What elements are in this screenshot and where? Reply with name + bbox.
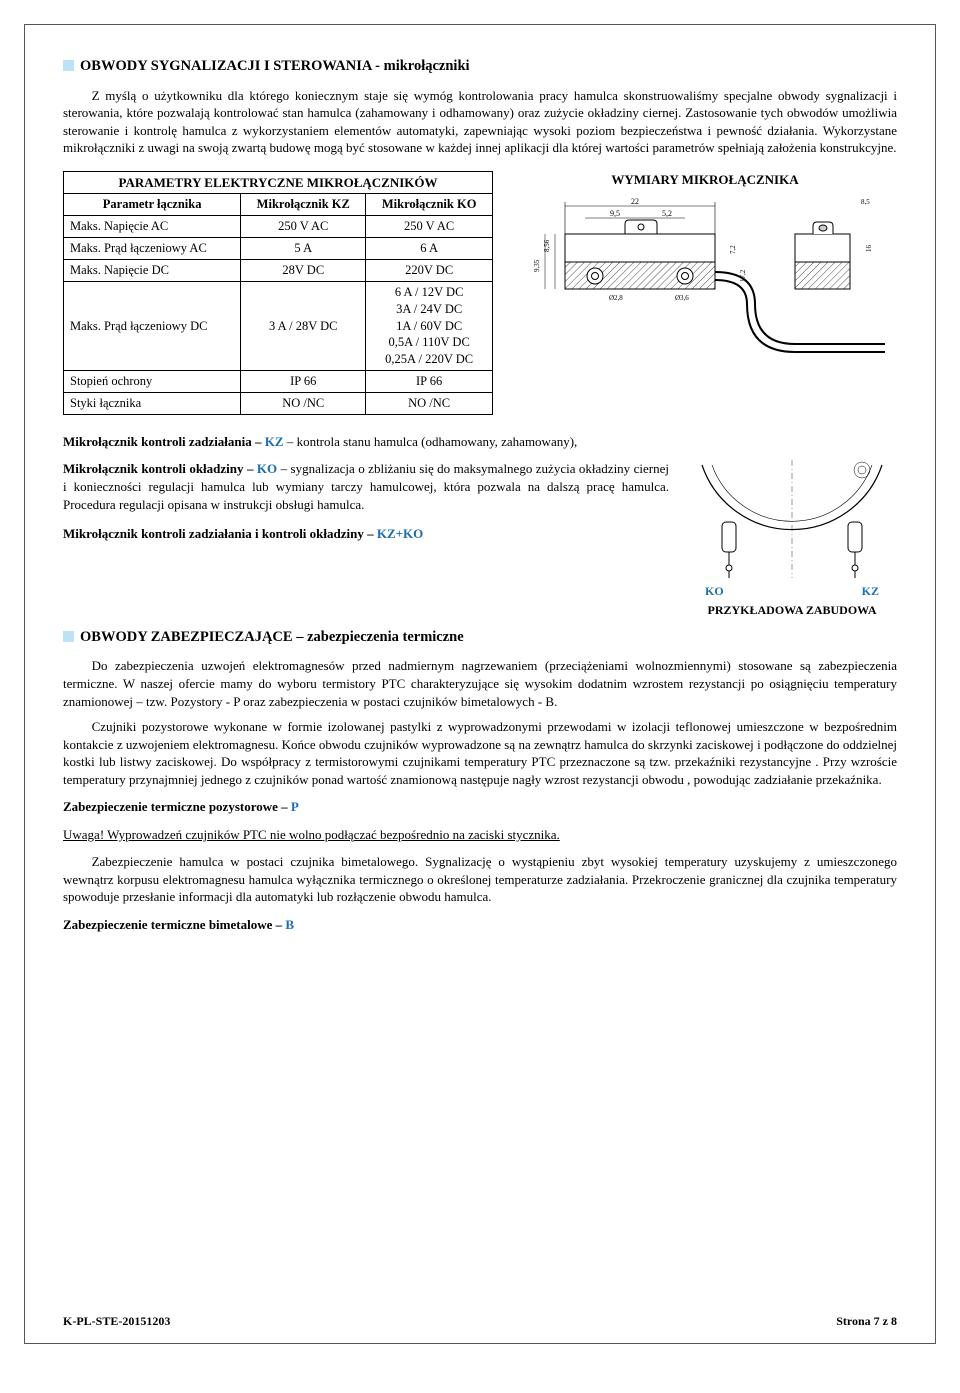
kz-description: Mikrołącznik kontroli zadziałania – KZ –…	[63, 433, 897, 451]
svg-text:8,5: 8,5	[861, 198, 870, 206]
svg-text:Ø2,8: Ø2,8	[609, 294, 623, 302]
col-header-1: Mikrołącznik KZ	[241, 194, 366, 216]
ptc-warning: Uwaga! Wyprowadzeń czujników PTC nie wol…	[63, 826, 897, 844]
section1-title-text: OBWODY SYGNALIZACJI I STEROWANIA - mikro…	[80, 58, 470, 74]
svg-text:9,35: 9,35	[533, 260, 541, 273]
kzko-description: Mikrołącznik kontroli zadziałania i kont…	[63, 525, 669, 543]
svg-text:7,2: 7,2	[729, 245, 737, 254]
footer-page-number: Strona 7 z 8	[836, 1313, 897, 1329]
table-row: Maks. Napięcie DC28V DC220V DC	[64, 259, 493, 281]
param-table-container: PARAMETRY ELEKTRYCZNE MIKROŁĄCZNIKÓW Par…	[63, 171, 493, 415]
section1-para1: Z myślą o użytkowniku dla którego koniec…	[63, 87, 897, 157]
table-row: Stopień ochronyIP 66IP 66	[64, 371, 493, 393]
svg-text:17,2: 17,2	[739, 270, 747, 283]
table-row: Maks. Napięcie AC250 V AC250 V AC	[64, 216, 493, 238]
svg-text:8,56: 8,56	[543, 240, 551, 253]
svg-text:9,5: 9,5	[610, 209, 620, 218]
dimensions-figure: WYMIARY MIKROŁĄCZNIKA 22 9,5 5,2	[513, 171, 897, 379]
col-header-2: Mikrołącznik KO	[366, 194, 493, 216]
example-build-figure: KO KZ PRZYKŁADOWA ZABUDOWA	[687, 460, 897, 617]
square-marker-icon	[63, 631, 74, 642]
footer-doc-id: K-PL-STE-20151203	[63, 1313, 170, 1329]
svg-text:16: 16	[865, 245, 873, 253]
dims-title: WYMIARY MIKROŁĄCZNIKA	[513, 171, 897, 189]
pozystor-label: Zabezpieczenie termiczne pozystorowe – P	[63, 798, 897, 816]
table-and-dims-row: PARAMETRY ELEKTRYCZNE MIKROŁĄCZNIKÓW Par…	[63, 171, 897, 415]
page-footer: K-PL-STE-20151203 Strona 7 z 8	[63, 1313, 897, 1329]
page-frame: OBWODY SYGNALIZACJI I STEROWANIA - mikro…	[24, 24, 936, 1344]
svg-text:Ø3,6: Ø3,6	[675, 294, 689, 302]
table-row: Styki łącznikaNO /NCNO /NC	[64, 393, 493, 415]
ko-kzko-text: Mikrołącznik kontroli okładziny – KO – s…	[63, 460, 669, 550]
table-header-row: Parametr łącznika Mikrołącznik KZ Mikroł…	[64, 194, 493, 216]
example-fig-caption: PRZYKŁADOWA ZABUDOWA	[687, 602, 897, 618]
microswitch-drawing-icon: 22 9,5 5,2 8,56 9,35	[525, 194, 885, 374]
section2-para2: Czujniki pozystorowe wykonane w formie i…	[63, 718, 897, 788]
svg-text:22: 22	[631, 197, 639, 206]
ko-description: Mikrołącznik kontroli okładziny – KO – s…	[63, 460, 669, 513]
param-table-caption: PARAMETRY ELEKTRYCZNE MIKROŁĄCZNIKÓW	[63, 171, 493, 194]
table-row: Maks. Prąd łączeniowy AC5 A6 A	[64, 238, 493, 260]
square-marker-icon	[63, 60, 74, 71]
fig-labels: KO KZ	[687, 583, 897, 599]
section2-title-text: OBWODY ZABEZPIECZAJĄCE – zabezpieczenia …	[80, 629, 464, 645]
section2-para3: Zabezpieczenie hamulca w postaci czujnik…	[63, 853, 897, 906]
section1-title: OBWODY SYGNALIZACJI I STEROWANIA - mikro…	[63, 57, 897, 77]
section2-title: OBWODY ZABEZPIECZAJĄCE – zabezpieczenia …	[63, 628, 897, 648]
param-table: Parametr łącznika Mikrołącznik KZ Mikroł…	[63, 193, 493, 415]
col-header-0: Parametr łącznika	[64, 194, 241, 216]
section2-para1: Do zabezpieczenia uzwojeń elektromagnesó…	[63, 657, 897, 710]
ko-and-figure-row: Mikrołącznik kontroli okładziny – KO – s…	[63, 460, 897, 617]
svg-text:5,2: 5,2	[662, 209, 672, 218]
brake-assembly-icon	[692, 460, 892, 580]
bimetal-label: Zabezpieczenie termiczne bimetalowe – B	[63, 916, 897, 934]
table-row: Maks. Prąd łączeniowy DC3 A / 28V DC6 A …	[64, 281, 493, 370]
